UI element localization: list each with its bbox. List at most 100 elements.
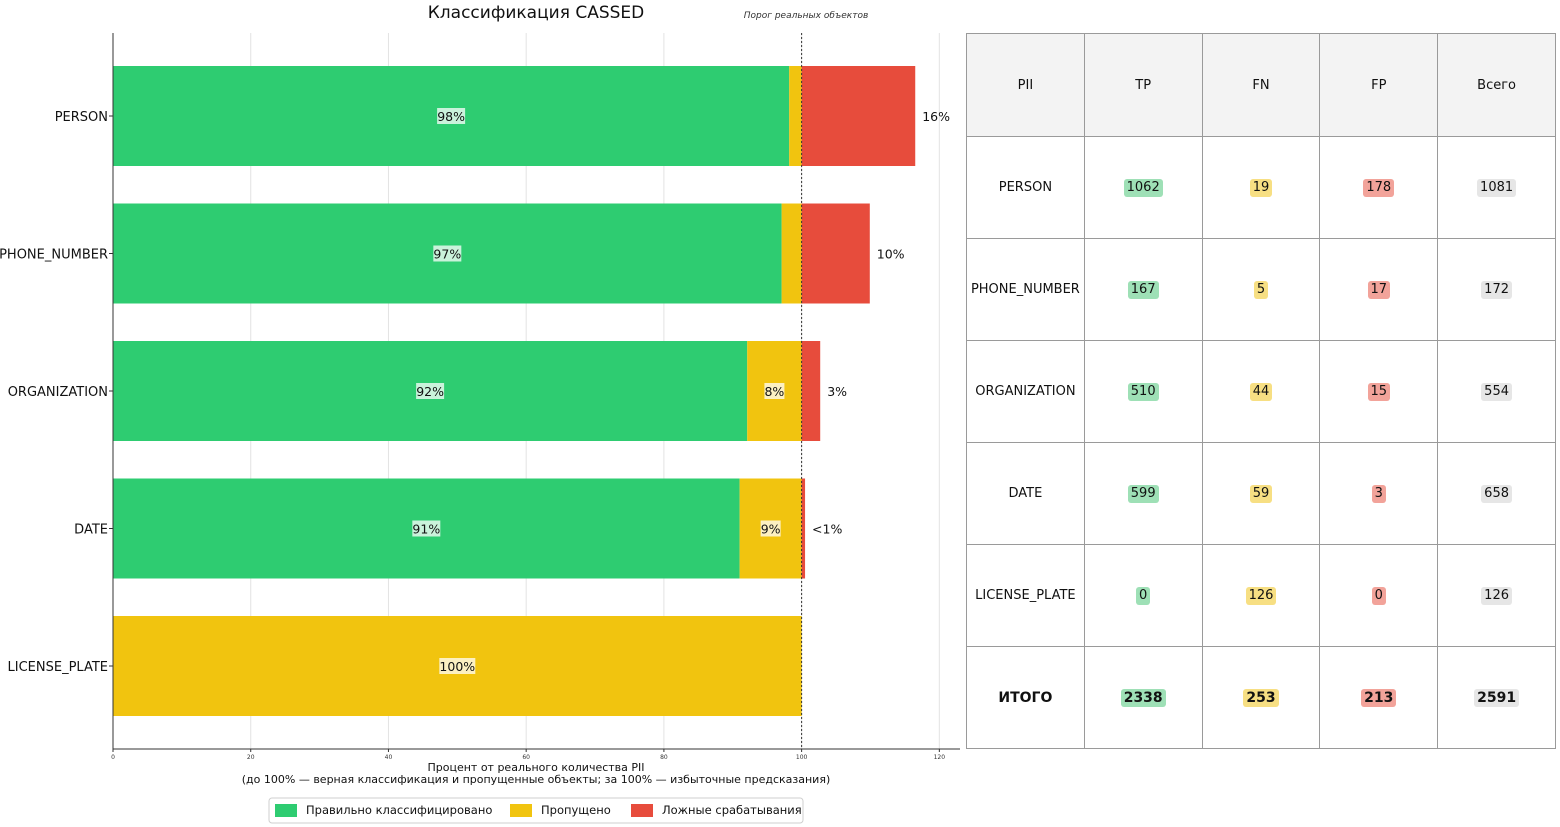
- data-label-bg: [760, 520, 781, 537]
- header-pii: PII: [966, 33, 1085, 137]
- data-label-correct: 91%: [412, 522, 440, 537]
- category-label: ORGANIZATION: [8, 385, 108, 400]
- header-fp: FP: [1319, 33, 1439, 137]
- table-row: ORGANIZATION 510 44 15 554: [966, 340, 1556, 443]
- fp-chip: 213: [1361, 688, 1397, 707]
- legend-swatch: [510, 804, 532, 817]
- data-label-missed: 9%: [761, 522, 781, 537]
- cell-fn: 5: [1201, 238, 1321, 341]
- category-label: PERSON: [55, 110, 108, 125]
- x-tick-label: 0: [111, 754, 115, 761]
- bar-false-positive: [801, 478, 806, 579]
- fn-chip: 44: [1249, 382, 1273, 401]
- fp-chip: 178: [1363, 178, 1395, 197]
- data-label-false-positive: 3%: [827, 384, 847, 399]
- total-chip: 658: [1481, 484, 1512, 503]
- pii-stats-table-container: PII TP FN FP Всего PERSON 1062 19 178 10…: [966, 33, 1556, 749]
- category-label: DATE: [74, 523, 108, 538]
- tp-chip: 1062: [1123, 178, 1163, 197]
- x-tick-label: 100: [796, 754, 808, 761]
- total-chip: 554: [1481, 382, 1512, 401]
- cell-total: 1081: [1437, 136, 1556, 239]
- fn-chip: 253: [1243, 688, 1279, 707]
- legend-label: Правильно классифицировано: [306, 803, 492, 817]
- bar-false-positive: [801, 66, 916, 166]
- cell-tp: 0: [1083, 544, 1203, 647]
- table-header-row: PII TP FN FP Всего: [966, 33, 1556, 137]
- data-label-bg: [416, 383, 445, 399]
- cell-tp: 1062: [1083, 136, 1203, 239]
- cell-fn: 126: [1201, 544, 1321, 647]
- tp-chip: 0: [1136, 586, 1151, 605]
- cell-fn: 44: [1201, 340, 1321, 443]
- cell-pii: PERSON: [966, 136, 1085, 239]
- total-chip: 126: [1481, 586, 1512, 605]
- data-label-bg: [437, 108, 466, 124]
- x-tick-label: 80: [660, 754, 668, 761]
- fp-chip: 15: [1367, 382, 1391, 401]
- cell-fp: 213: [1319, 646, 1439, 749]
- cell-total: 658: [1437, 442, 1556, 545]
- table-row: PHONE_NUMBER 167 5 17 172: [966, 238, 1556, 341]
- data-label-missed: 8%: [764, 384, 784, 399]
- table-row: LICENSE_PLATE 0 126 0 126: [966, 544, 1556, 647]
- cell-fp: 17: [1319, 238, 1439, 341]
- tp-chip: 167: [1127, 280, 1159, 299]
- x-axis-sublabel: (до 100% — верная классификация и пропущ…: [242, 773, 831, 786]
- cell-fp: 178: [1319, 136, 1439, 239]
- data-label-false-positive: 16%: [922, 109, 950, 124]
- cell-fp: 15: [1319, 340, 1439, 443]
- data-label-false-positive: 10%: [877, 247, 905, 262]
- bar-false-positive: [801, 341, 821, 441]
- cell-fn: 253: [1201, 646, 1321, 749]
- cell-total: 172: [1437, 238, 1556, 341]
- table-row: DATE 599 59 3 658: [966, 442, 1556, 545]
- fn-chip: 19: [1249, 178, 1273, 197]
- x-tick-label: 20: [247, 754, 255, 761]
- threshold-label: Порог реальных объектов: [744, 11, 869, 21]
- cell-total: 126: [1437, 544, 1556, 647]
- cell-fp: 3: [1319, 442, 1439, 545]
- data-label-false-positive: <1%: [812, 522, 842, 537]
- x-tick-label: 120: [934, 754, 946, 761]
- header-tp: TP: [1083, 33, 1203, 137]
- x-tick-label: 60: [522, 754, 530, 761]
- cell-tp: 2338: [1083, 646, 1203, 749]
- fn-chip: 59: [1249, 484, 1273, 503]
- x-tick-label: 40: [385, 754, 393, 761]
- bar-missed: [781, 203, 802, 304]
- cell-pii: ИТОГО: [966, 646, 1085, 749]
- cell-pii: ORGANIZATION: [966, 340, 1085, 443]
- chart-title: Классификация CASSED: [428, 3, 645, 23]
- cell-fp: 0: [1319, 544, 1439, 647]
- table-row: PERSON 1062 19 178 1081: [966, 136, 1556, 239]
- cell-pii: PHONE_NUMBER: [966, 238, 1085, 341]
- legend-swatch: [275, 804, 297, 817]
- tp-chip: 2338: [1120, 688, 1166, 707]
- tp-chip: 599: [1127, 484, 1159, 503]
- legend-box: [268, 797, 804, 824]
- data-label-bg: [764, 383, 785, 399]
- cell-tp: 599: [1083, 442, 1203, 545]
- fn-chip: 126: [1245, 586, 1277, 605]
- fp-chip: 17: [1367, 280, 1391, 299]
- legend-label: Ложные срабатывания: [662, 803, 802, 817]
- total-chip: 1081: [1477, 178, 1517, 197]
- bar-missed: [789, 66, 802, 166]
- data-label-correct: 98%: [437, 109, 465, 124]
- category-label: PHONE_NUMBER: [0, 248, 108, 263]
- table-total-row: ИТОГО 2338 253 213 2591: [966, 646, 1556, 749]
- cell-total: 2591: [1437, 646, 1556, 749]
- cell-total: 554: [1437, 340, 1556, 443]
- data-label-correct: 92%: [416, 384, 444, 399]
- category-label: LICENSE_PLATE: [8, 660, 108, 675]
- legend-label: Пропущено: [541, 803, 611, 817]
- fp-chip: 3: [1371, 484, 1386, 503]
- fn-chip: 5: [1253, 280, 1269, 299]
- cell-pii: LICENSE_PLATE: [966, 544, 1085, 647]
- bar-false-positive: [801, 203, 870, 304]
- cell-tp: 167: [1083, 238, 1203, 341]
- data-label-bg: [439, 658, 476, 674]
- cell-pii: DATE: [966, 442, 1085, 545]
- tp-chip: 510: [1127, 382, 1159, 401]
